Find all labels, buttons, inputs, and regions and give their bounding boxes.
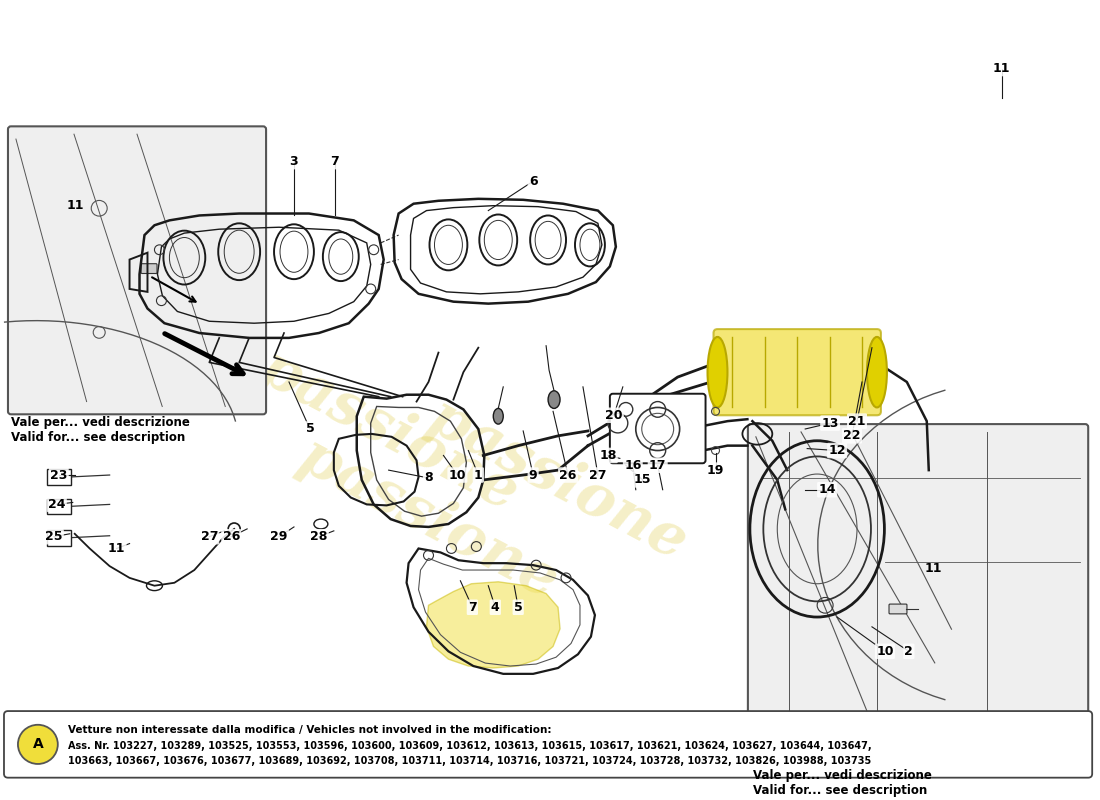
Text: 22: 22 bbox=[844, 430, 861, 442]
Text: passione: passione bbox=[289, 427, 568, 611]
Text: 11: 11 bbox=[108, 542, 125, 555]
Text: 29: 29 bbox=[271, 530, 288, 543]
FancyBboxPatch shape bbox=[889, 604, 908, 614]
Polygon shape bbox=[427, 582, 560, 668]
FancyBboxPatch shape bbox=[8, 126, 266, 414]
FancyBboxPatch shape bbox=[47, 498, 70, 514]
Text: 26: 26 bbox=[222, 530, 240, 543]
Text: 27: 27 bbox=[200, 530, 218, 543]
Text: 16: 16 bbox=[624, 458, 641, 472]
Text: 24: 24 bbox=[48, 498, 66, 511]
Text: 7: 7 bbox=[468, 601, 476, 614]
Ellipse shape bbox=[867, 337, 887, 407]
Text: 20: 20 bbox=[605, 409, 623, 422]
Text: 19: 19 bbox=[707, 464, 724, 477]
FancyBboxPatch shape bbox=[714, 329, 881, 415]
Text: 4: 4 bbox=[491, 601, 499, 614]
Text: 3: 3 bbox=[289, 155, 298, 168]
Text: 1: 1 bbox=[474, 469, 483, 482]
Text: Vale per... vedi descrizione
Valid for... see description: Vale per... vedi descrizione Valid for..… bbox=[11, 416, 190, 444]
Text: 18: 18 bbox=[600, 449, 617, 462]
Text: 13: 13 bbox=[822, 417, 839, 430]
Text: 10: 10 bbox=[449, 469, 466, 482]
Text: 17: 17 bbox=[649, 458, 667, 472]
Text: Vale per... vedi descrizione
Valid for... see description: Vale per... vedi descrizione Valid for..… bbox=[752, 769, 932, 797]
Text: A: A bbox=[33, 738, 43, 751]
Text: 23: 23 bbox=[51, 469, 67, 482]
Text: 12: 12 bbox=[828, 444, 846, 457]
Text: 25: 25 bbox=[45, 530, 63, 543]
Text: 21: 21 bbox=[848, 414, 866, 428]
Text: 5: 5 bbox=[514, 601, 522, 614]
Text: 26: 26 bbox=[559, 469, 576, 482]
Text: 103663, 103667, 103676, 103677, 103689, 103692, 103708, 103711, 103714, 103716, : 103663, 103667, 103676, 103677, 103689, … bbox=[68, 756, 871, 766]
Text: 9: 9 bbox=[529, 469, 538, 482]
FancyBboxPatch shape bbox=[609, 394, 705, 463]
Text: passione: passione bbox=[250, 339, 528, 523]
Text: 7: 7 bbox=[330, 155, 339, 168]
Text: Ass. Nr. 103227, 103289, 103525, 103553, 103596, 103600, 103609, 103612, 103613,: Ass. Nr. 103227, 103289, 103525, 103553,… bbox=[68, 742, 871, 751]
Text: 10: 10 bbox=[877, 645, 893, 658]
Text: 11: 11 bbox=[66, 199, 84, 212]
FancyBboxPatch shape bbox=[141, 264, 157, 274]
FancyBboxPatch shape bbox=[748, 424, 1088, 767]
Ellipse shape bbox=[707, 337, 727, 407]
Ellipse shape bbox=[493, 409, 503, 424]
Text: 14: 14 bbox=[818, 483, 836, 496]
FancyBboxPatch shape bbox=[47, 469, 70, 485]
Text: 2: 2 bbox=[904, 645, 913, 658]
Text: 8: 8 bbox=[425, 471, 432, 485]
Text: 15: 15 bbox=[634, 474, 651, 486]
Text: Vetture non interessate dalla modifica / Vehicles not involved in the modificati: Vetture non interessate dalla modifica /… bbox=[68, 725, 551, 734]
Circle shape bbox=[18, 725, 58, 764]
Text: 28: 28 bbox=[310, 530, 328, 543]
FancyBboxPatch shape bbox=[47, 530, 70, 546]
Ellipse shape bbox=[548, 390, 560, 409]
Text: 11: 11 bbox=[993, 62, 1010, 75]
Text: 11: 11 bbox=[925, 562, 943, 575]
Text: 27: 27 bbox=[590, 469, 607, 482]
Text: 5: 5 bbox=[306, 422, 315, 435]
Text: passione: passione bbox=[419, 388, 697, 572]
Text: 6: 6 bbox=[529, 174, 538, 188]
FancyBboxPatch shape bbox=[4, 711, 1092, 778]
